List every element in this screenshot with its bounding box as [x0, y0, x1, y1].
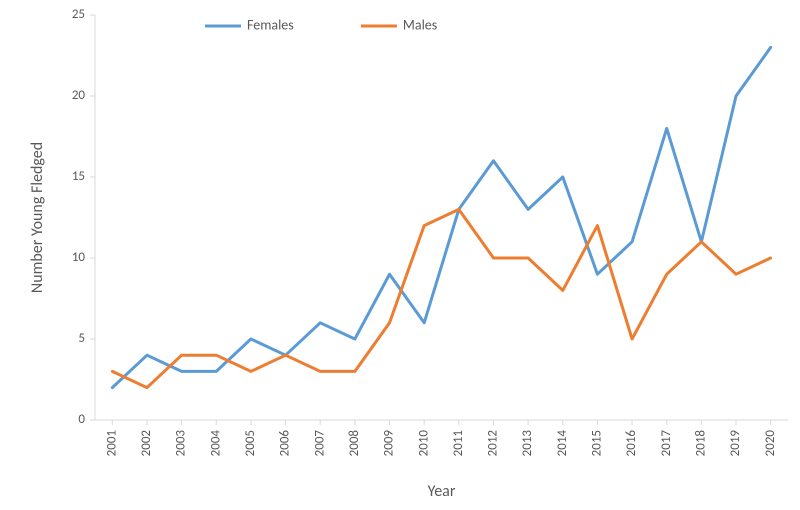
- x-tick-label: 2016: [624, 430, 639, 457]
- x-tick-label: 2003: [174, 430, 189, 457]
- y-axis-title: Number Young Fledged: [28, 142, 47, 293]
- y-tick-label: 10: [72, 250, 86, 265]
- x-tick-label: 2006: [278, 430, 293, 457]
- x-tick-label: 2018: [693, 430, 708, 457]
- x-tick-label: 2011: [451, 430, 466, 456]
- chart-svg: 0 5 10 15 20 25 Number Young Fledged 2001 2002 20…: [0, 0, 800, 510]
- legend-label-females: Females: [247, 16, 294, 33]
- x-tick-label: 2019: [728, 430, 743, 457]
- legend-label-males: Males: [403, 16, 437, 33]
- x-axis-title: Year: [428, 482, 456, 501]
- x-tick-label: 2010: [416, 430, 431, 457]
- x-tick-label: 2014: [555, 430, 570, 457]
- y-tick-label: 25: [72, 7, 85, 22]
- y-tick-label: 5: [78, 331, 85, 346]
- y-tick-label: 0: [78, 412, 85, 427]
- x-tick-label: 2020: [763, 430, 778, 457]
- x-tick-label: 2008: [347, 430, 362, 457]
- y-tick-label: 15: [72, 169, 85, 184]
- x-tick-label: 2004: [208, 430, 223, 457]
- x-tick-label: 2012: [486, 430, 501, 457]
- x-tick-label: 2013: [520, 430, 535, 457]
- y-tick-label: 20: [72, 88, 86, 103]
- x-tick-label: 2001: [104, 430, 119, 456]
- x-tick-label: 2007: [312, 430, 327, 457]
- x-tick-label: 2015: [590, 430, 605, 456]
- x-tick-label: 2017: [659, 430, 674, 457]
- x-tick-label: 2005: [243, 430, 258, 456]
- x-tick-label: 2009: [382, 430, 397, 457]
- chart-background: [0, 0, 800, 510]
- x-tick-label: 2002: [139, 430, 154, 457]
- line-chart: 0 5 10 15 20 25 Number Young Fledged 2001 2002 20…: [0, 0, 800, 510]
